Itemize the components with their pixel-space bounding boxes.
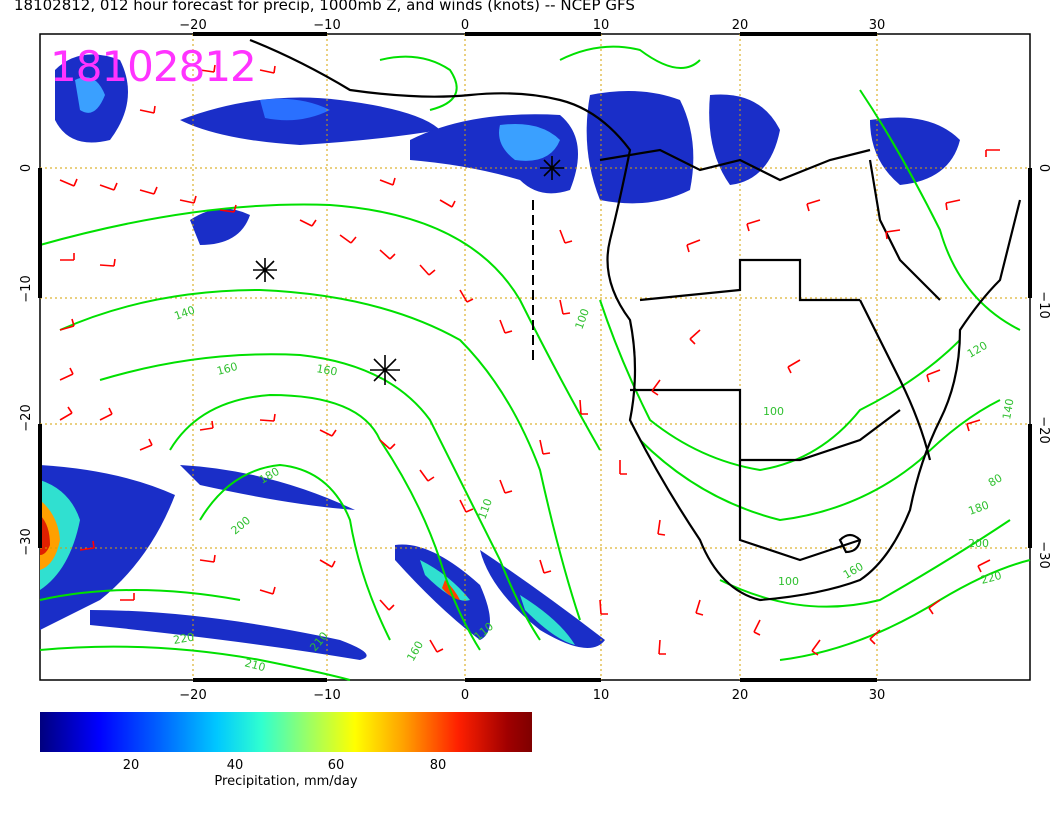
lon-tick: −20 [179,18,206,33]
lon-tick: 10 [593,688,610,703]
wind-barbs [59,64,1000,656]
precip-colorbar [40,712,532,752]
lon-tick: 20 [732,18,749,33]
asterisk-markers [253,156,564,385]
colorbar-tick: 40 [226,758,244,773]
date-stamp: 18102812 [50,42,257,91]
contour-label: 220 [172,631,195,647]
contour-labels: 140 160 160 180 200 220 210 100 100 110 … [172,303,1016,674]
lat-tick: −10 [19,275,34,302]
map-frame [39,33,1031,681]
lat-tick: −30 [1036,541,1051,568]
coastlines [249,38,1022,602]
contour-label: 140 [1000,398,1016,421]
contour-label: 220 [979,569,1003,587]
contour-label: 100 [778,575,799,588]
lon-tick: 30 [869,18,886,33]
lon-tick: −10 [313,18,340,33]
lat-tick: −10 [1036,291,1051,318]
lat-labels-right: 0 −10 −20 −30 [1036,164,1051,569]
contour-label: 160 [315,362,338,378]
lon-labels-top: −20 −10 0 10 20 30 [179,18,885,33]
lon-labels-bottom: −20 −10 0 10 20 30 [179,688,885,703]
lon-tick: 0 [461,688,469,703]
lon-tick: −20 [179,688,206,703]
lat-labels-left: 0 −10 −20 −30 [19,164,34,556]
figure-title: 18102812, 012 hour forecast for precip, … [14,0,635,14]
lon-tick: 0 [461,18,469,33]
contour-label: 200 [968,537,989,550]
contour-label: 160 [215,360,239,378]
colorbar-title: Precipitation, mm/day [214,774,358,789]
lon-tick: 10 [593,18,610,33]
height-contours [39,45,1031,681]
lat-lon-grid [40,34,1030,680]
frame-ticks [38,32,1032,682]
lat-tick: −30 [19,528,34,555]
colorbar-tick: 80 [429,758,447,773]
precipitation-layer [40,54,960,660]
lat-tick: 0 [1036,164,1051,172]
lat-tick: 0 [19,164,34,172]
lon-tick: −10 [313,688,340,703]
lon-tick: 20 [732,688,749,703]
lat-tick: −20 [19,404,34,431]
contour-label: 80 [986,471,1005,489]
colorbar-tick: 20 [122,758,140,773]
contour-label: 100 [763,405,784,418]
contour-label: 210 [243,656,267,674]
lat-tick: −20 [1036,416,1051,443]
lon-tick: 30 [869,688,886,703]
colorbar-tick: 60 [327,758,345,773]
